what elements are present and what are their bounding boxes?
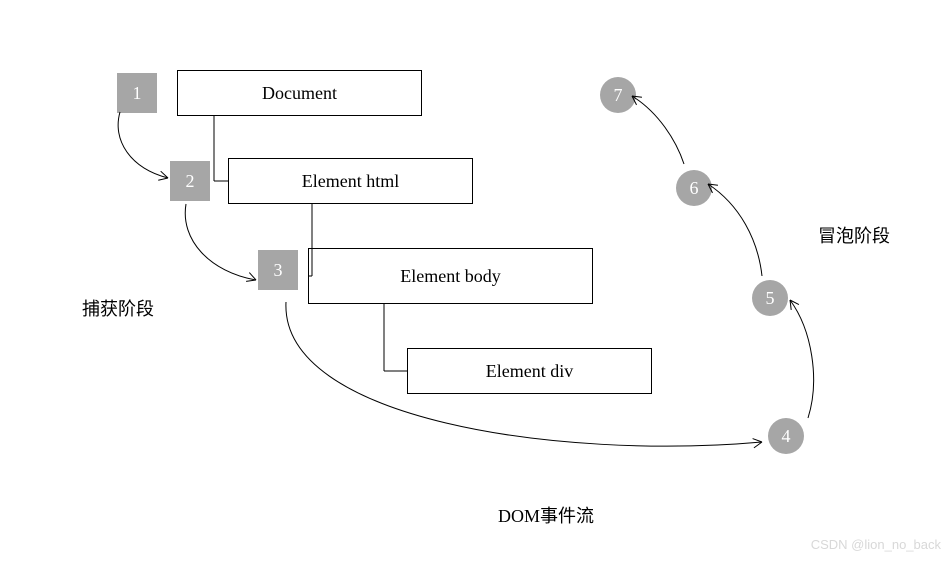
node-element-div: Element div [407, 348, 652, 394]
node-element-html: Element html [228, 158, 473, 204]
node-label: Element div [486, 361, 573, 382]
node-document: Document [177, 70, 422, 116]
node-label: Element html [302, 171, 399, 192]
bubble-phase-label: 冒泡阶段 [818, 222, 890, 248]
marker-number: 1 [133, 83, 142, 104]
node-label: Document [262, 83, 337, 104]
bubble-step-6: 6 [676, 170, 712, 206]
watermark: CSDN @lion_no_back [811, 537, 941, 552]
node-element-body: Element body [308, 248, 593, 304]
diagram-title: DOM事件流 [498, 502, 594, 528]
capture-step-2: 2 [170, 161, 210, 201]
marker-number: 7 [614, 85, 623, 106]
capture-step-3: 3 [258, 250, 298, 290]
bubble-step-7: 7 [600, 77, 636, 113]
capture-phase-label: 捕获阶段 [82, 295, 154, 321]
bubble-step-4: 4 [768, 418, 804, 454]
marker-number: 3 [274, 260, 283, 281]
marker-number: 5 [766, 288, 775, 309]
node-label: Element body [400, 266, 500, 287]
capture-step-1: 1 [117, 73, 157, 113]
bubble-step-5: 5 [752, 280, 788, 316]
marker-number: 4 [782, 426, 791, 447]
marker-number: 2 [186, 171, 195, 192]
marker-number: 6 [690, 178, 699, 199]
